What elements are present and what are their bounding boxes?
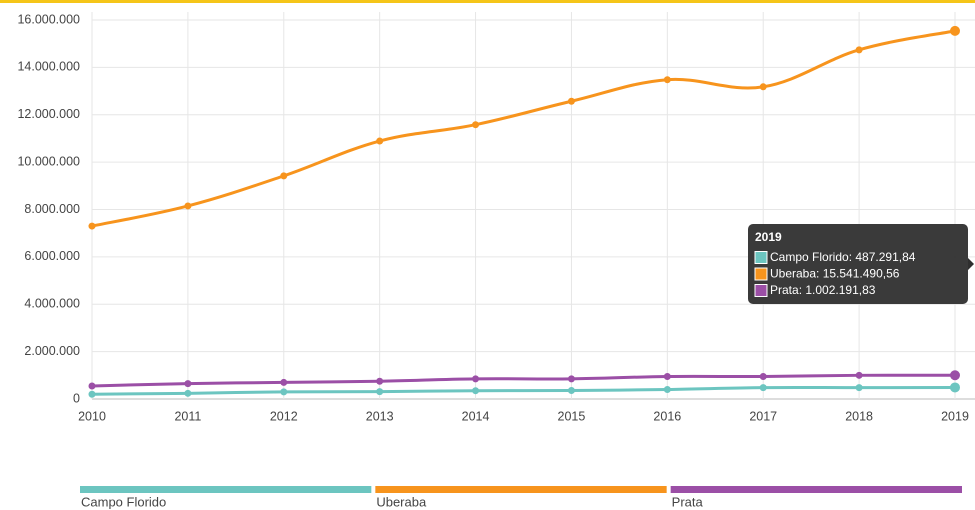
data-point <box>759 372 767 380</box>
data-point <box>376 137 384 145</box>
legend-label: Prata <box>672 494 704 509</box>
data-point <box>663 372 671 380</box>
series-line <box>91 373 956 388</box>
tooltip-item: Uberaba: 15.541.490,56 <box>770 267 900 281</box>
y-tick-label: 14.000.000 <box>17 60 80 74</box>
x-tick-label: 2016 <box>653 409 681 423</box>
data-point <box>855 371 863 379</box>
data-point <box>950 370 960 381</box>
data-point <box>280 172 288 180</box>
x-tick-label: 2019 <box>941 409 969 423</box>
top-border <box>0 0 975 3</box>
data-point <box>759 384 767 392</box>
y-tick-label: 4.000.000 <box>24 297 80 311</box>
tooltip-swatch <box>754 251 768 264</box>
data-point <box>280 388 288 396</box>
tooltip-separator: : <box>849 250 856 264</box>
x-tick-label: 2010 <box>78 409 106 423</box>
tooltip-swatch <box>754 284 768 297</box>
data-point <box>280 378 288 386</box>
data-point <box>88 222 96 230</box>
legend-label: Campo Florido <box>81 494 166 509</box>
y-tick-label: 10.000.000 <box>17 154 80 168</box>
data-point <box>663 386 671 394</box>
x-tick-label: 2018 <box>845 409 873 423</box>
data-point <box>759 83 767 91</box>
y-tick-label: 8.000.000 <box>24 202 80 216</box>
legend-swatch <box>80 486 372 493</box>
tooltip-name: Uberaba <box>770 267 816 281</box>
data-point <box>472 387 480 395</box>
data-point <box>855 384 863 392</box>
tooltip-value: 487.291,84 <box>855 250 915 264</box>
data-point <box>663 76 671 84</box>
y-tick-label: 0 <box>73 391 80 405</box>
tooltip-box <box>748 224 968 304</box>
data-point <box>376 388 384 396</box>
data-point <box>472 375 480 383</box>
data-point <box>88 382 96 390</box>
data-point <box>184 389 192 397</box>
y-tick-label: 16.000.000 <box>17 12 80 26</box>
tooltip: 2019 Campo Florido: 487.291,84 Uberaba: 15… <box>748 224 974 304</box>
x-tick-label: 2015 <box>558 409 586 423</box>
tooltip-value: 15.541.490,56 <box>823 267 900 281</box>
tooltip-name: Campo Florido <box>770 250 849 264</box>
data-point <box>855 46 863 54</box>
data-point <box>184 202 192 210</box>
x-tick-label: 2014 <box>462 409 490 423</box>
legend-swatch <box>670 486 962 493</box>
tooltip-separator: : <box>816 267 823 281</box>
x-tick-label: 2012 <box>270 409 298 423</box>
legend-swatch <box>375 486 667 493</box>
x-tick-label: 2011 <box>174 409 201 423</box>
tooltip-value: 1.002.191,83 <box>805 283 875 297</box>
y-tick-label: 2.000.000 <box>24 344 80 358</box>
x-tick-label: 2017 <box>749 409 777 423</box>
tooltip-name: Prata <box>770 283 799 297</box>
tooltip-arrow <box>968 258 974 270</box>
series-line <box>91 29 956 228</box>
x-tick-label: 2013 <box>366 409 394 423</box>
series-line <box>91 385 956 396</box>
tooltip-item: Campo Florido: 487.291,84 <box>770 250 916 264</box>
tooltip-title: 2019 <box>755 230 782 244</box>
data-point <box>376 377 384 385</box>
data-point <box>567 386 575 394</box>
data-point <box>567 97 575 105</box>
legend-label: Uberaba <box>376 494 427 509</box>
tooltip-swatch <box>754 267 768 281</box>
data-point <box>950 25 960 36</box>
data-point <box>472 121 480 129</box>
data-point <box>184 380 192 388</box>
y-tick-label: 6.000.000 <box>24 249 80 263</box>
data-point <box>88 390 96 398</box>
tooltip-item: Prata: 1.002.191,83 <box>770 283 876 297</box>
y-tick-label: 12.000.000 <box>17 107 80 121</box>
data-point <box>567 375 575 383</box>
tooltip-separator: : <box>799 283 806 297</box>
data-point <box>950 382 960 393</box>
